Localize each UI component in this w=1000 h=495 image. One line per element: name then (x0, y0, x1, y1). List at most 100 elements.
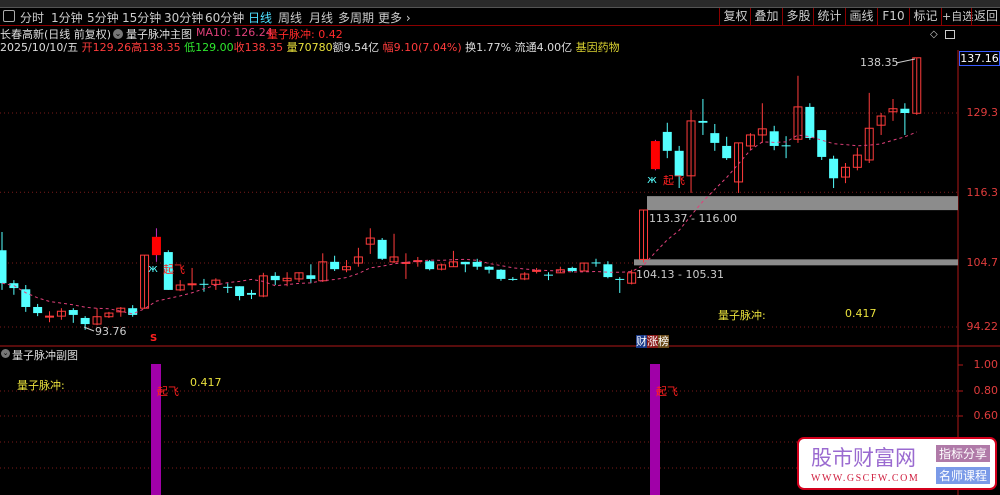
quote-date: 2025/10/10/五 (0, 41, 79, 54)
quote-line: 2025/10/10/五 开129.26高138.35 低129.00收138.… (0, 39, 620, 55)
gap-lower-label: 104.13 - 105.31 (636, 268, 724, 281)
f10-button[interactable]: F10 (877, 8, 909, 25)
candle-body (627, 272, 637, 284)
layout-toggle-icon[interactable] (3, 10, 15, 22)
period-tab-active[interactable]: 日线 (248, 11, 273, 25)
ranking-badge[interactable]: 财涨榜 (636, 333, 669, 349)
price-axis-label: 129.3 (966, 106, 999, 119)
gap-zone (634, 259, 958, 266)
candle-body (425, 261, 435, 270)
candle-body (508, 278, 518, 280)
ma10-line (1, 131, 917, 315)
candle-body (532, 269, 542, 272)
quote-low: 低129.00 (184, 41, 234, 54)
candle-body (781, 145, 791, 147)
multi-stock-button[interactable]: 多股 (782, 8, 814, 25)
candle-body (674, 150, 684, 176)
period-tab[interactable]: 60分钟 (205, 11, 245, 25)
candle-body (342, 266, 352, 271)
watermark-logo: 股市财富网 WWW.GSCFW.COM 指标分享 名师课程 (797, 437, 997, 490)
candle-body (460, 261, 470, 265)
quote-sector[interactable]: 基因药物 (575, 41, 620, 54)
candle-body (56, 310, 66, 317)
high-price-label: 138.35 (860, 56, 899, 69)
period-tab[interactable]: 月线 (309, 11, 334, 25)
gap-upper-label: 113.37 - 116.00 (649, 212, 737, 225)
current-price-tag: 137.16 (959, 51, 1000, 66)
candle-body (116, 307, 126, 313)
quote-amount: 额9.54亿 (332, 41, 380, 54)
sub-dropdown-icon[interactable]: ⌄ (1, 349, 10, 358)
watermark-tag: 名师课程 (936, 467, 991, 484)
candle-body (365, 237, 375, 245)
candle-body (199, 283, 209, 285)
candle-body (757, 128, 767, 136)
candle-body (80, 317, 90, 325)
candle-body (104, 312, 114, 318)
candle-body (472, 261, 482, 267)
candle-body (211, 279, 221, 285)
panel-toggle-icon[interactable] (945, 30, 955, 39)
candle-body (437, 264, 447, 270)
indicator-dropdown-icon[interactable]: ⌄ (113, 29, 123, 39)
sub-axis-label: 1.00 (973, 358, 999, 371)
quote-float-cap: 流通4.00亿 (514, 41, 573, 54)
back-button[interactable]: 返回 (971, 8, 1000, 25)
mark-button[interactable]: 标记 (909, 8, 941, 25)
indicator-name[interactable]: 量子脉冲主图 (126, 28, 192, 41)
period-tab[interactable]: 30分钟 (164, 11, 204, 25)
candle-body (734, 142, 744, 183)
sub-pulse-value: 0.417 (190, 376, 222, 389)
candlestick-chart[interactable] (0, 0, 1000, 350)
statistics-button[interactable]: 统计 (813, 8, 845, 25)
badge-char: 榜 (658, 335, 669, 348)
candle-body (330, 261, 340, 270)
draw-line-button[interactable]: 画线 (845, 8, 877, 25)
candle-body (662, 131, 672, 151)
sub-signal-label: 起飞 (157, 385, 179, 398)
candle-body (377, 239, 387, 259)
period-tab[interactable]: 分时 (20, 11, 45, 25)
candle-body (543, 274, 553, 276)
overlay-button[interactable]: 叠加 (750, 8, 782, 25)
candle-body (639, 209, 649, 260)
quote-volume: 量70780 (286, 41, 333, 54)
period-tab[interactable]: 周线 (278, 11, 303, 25)
signal-label: 起飞 (163, 263, 185, 276)
sub-pulse-label: 量子脉冲: (17, 379, 65, 392)
candle-body (567, 267, 577, 271)
candle-body (817, 130, 827, 157)
candle-body (484, 266, 494, 270)
sub-chart-title[interactable]: 量子脉冲副图 (12, 349, 78, 362)
candle-body (852, 154, 862, 168)
candle-body (650, 141, 660, 170)
candle-body (282, 277, 292, 282)
candle-body (864, 127, 874, 161)
candle-body (603, 264, 613, 278)
signal-label: 起飞 (663, 174, 685, 187)
diamond-icon[interactable]: ◇ (930, 29, 938, 40)
candle-body (223, 286, 233, 288)
sub-signal-label: 起飞 (656, 385, 678, 398)
candle-body (448, 261, 458, 268)
stock-title: 长春高新(日线 前复权) (0, 28, 112, 41)
more-periods-button[interactable]: 更多 › (378, 11, 411, 25)
candle-body (151, 236, 161, 256)
candle-body (912, 57, 922, 114)
candle-body (829, 158, 839, 179)
pulse-value-label: 0.417 (845, 307, 877, 320)
fuquan-button[interactable]: 复权 (719, 8, 751, 25)
candle-body (698, 120, 708, 123)
period-tab[interactable]: 15分钟 (122, 11, 162, 25)
candle-body (840, 166, 850, 178)
candle-body (163, 252, 173, 290)
gap-zone (647, 196, 958, 211)
period-tab[interactable]: 1分钟 (51, 11, 83, 25)
candle-body (187, 283, 197, 286)
signal-bar (650, 364, 660, 495)
period-toolbar: 分时 1分钟 5分钟 15分钟 30分钟 60分钟 日线 周线 月线 多周期 更… (0, 8, 1000, 26)
period-tab[interactable]: 5分钟 (87, 11, 119, 25)
quote-high: 高138.35 (131, 41, 181, 54)
add-watchlist-button[interactable]: +自选 (941, 8, 974, 25)
period-tab[interactable]: 多周期 (338, 11, 375, 25)
